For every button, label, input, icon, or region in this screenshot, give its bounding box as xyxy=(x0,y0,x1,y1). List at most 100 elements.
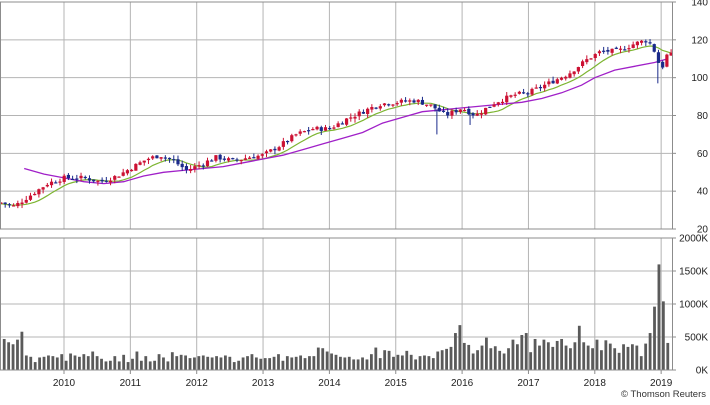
candle-up xyxy=(12,205,16,207)
candle-up xyxy=(492,104,496,107)
candle-up xyxy=(193,166,197,170)
volume-bar xyxy=(108,360,112,370)
volume-bar xyxy=(555,340,559,370)
candle-up xyxy=(28,195,33,200)
candle-up xyxy=(344,118,349,125)
volume-bar xyxy=(148,361,152,370)
candle-down xyxy=(661,61,665,68)
volume-bar xyxy=(551,346,555,370)
volume-bar xyxy=(666,342,670,370)
candle-up xyxy=(513,94,517,96)
candle-up xyxy=(429,104,433,106)
candle-up xyxy=(496,102,500,105)
volume-bar xyxy=(617,352,621,370)
volume-bar xyxy=(538,345,541,370)
volume-bar xyxy=(7,342,11,370)
volume-bar xyxy=(20,331,24,370)
volume-bar xyxy=(47,355,50,370)
candle-up xyxy=(58,181,62,183)
candle-down xyxy=(3,202,7,204)
volume-bar xyxy=(2,338,6,370)
candle-up xyxy=(505,95,509,103)
candle-up xyxy=(484,107,488,115)
volume-bar xyxy=(356,359,360,370)
volume-bar xyxy=(334,354,338,370)
candle-down xyxy=(467,108,471,115)
candle-up xyxy=(49,181,54,186)
price-tick-label: 100 xyxy=(691,73,708,84)
candle-up xyxy=(290,135,294,142)
volume-bar xyxy=(507,348,510,370)
candle-down xyxy=(75,178,79,180)
candle-down xyxy=(222,158,226,160)
candle-up xyxy=(121,172,125,176)
volume-bar xyxy=(657,264,661,370)
volume-bar xyxy=(16,339,19,370)
volume-bar xyxy=(126,362,130,370)
candle-down xyxy=(648,42,652,44)
volume-bar xyxy=(502,353,506,370)
year-label: 2019 xyxy=(650,378,673,389)
volume-bar xyxy=(33,362,37,370)
candle-up xyxy=(425,104,429,106)
volume-bar xyxy=(339,356,342,370)
credit-text: © Thomson Reuters xyxy=(621,389,706,400)
candle-up xyxy=(117,176,121,178)
volume-bar xyxy=(175,356,179,370)
volume-bar xyxy=(263,358,267,370)
volume-bar xyxy=(246,356,249,370)
year-label: 2011 xyxy=(120,378,142,389)
candle-up xyxy=(197,165,201,167)
volume-bar xyxy=(586,345,590,370)
volume-bar xyxy=(272,356,276,370)
year-label: 2010 xyxy=(53,378,76,389)
candle-up xyxy=(589,58,593,60)
price-tick-label: 60 xyxy=(697,149,709,160)
candle-down xyxy=(180,163,184,168)
year-label: 2012 xyxy=(186,378,209,389)
volume-bar xyxy=(294,356,298,370)
volume-tick-label: 1000K xyxy=(679,300,708,311)
candle-up xyxy=(378,106,382,109)
volume-bars xyxy=(2,264,670,370)
volume-bar xyxy=(661,301,665,370)
price-axis: 20 40 60 80 100 120 140 xyxy=(672,0,708,236)
candle-down xyxy=(71,178,75,181)
candle-down xyxy=(273,148,277,151)
candle-up xyxy=(665,54,669,67)
volume-bar xyxy=(369,354,373,370)
volume-bar xyxy=(653,306,656,370)
candle-up xyxy=(138,162,142,165)
candle-up xyxy=(41,187,45,190)
candle-down xyxy=(488,106,492,108)
volume-bar xyxy=(622,344,625,370)
candle-down xyxy=(446,112,450,116)
volume-bar xyxy=(454,333,457,370)
year-label: 2013 xyxy=(252,378,275,389)
volume-bar xyxy=(55,357,59,370)
candle-up xyxy=(353,116,357,119)
volume-bar xyxy=(193,357,196,370)
volume-bar xyxy=(321,348,325,370)
candle-down xyxy=(433,104,437,109)
volume-bar xyxy=(166,361,170,370)
volume-grid xyxy=(0,237,672,371)
candle-up xyxy=(543,84,547,89)
candle-down xyxy=(100,179,104,182)
candle-down xyxy=(340,123,344,125)
volume-bar xyxy=(365,359,369,370)
candle-down xyxy=(83,176,87,179)
volume-bar xyxy=(104,361,108,370)
volume-bar xyxy=(325,351,329,370)
volume-bar xyxy=(498,350,502,370)
volume-bar xyxy=(383,350,387,370)
candle-up xyxy=(597,51,602,54)
volume-bar xyxy=(139,360,143,370)
candle-down xyxy=(437,107,441,112)
candle-up xyxy=(576,67,580,72)
candle-up xyxy=(33,193,37,196)
candle-down xyxy=(307,130,311,132)
volume-bar xyxy=(511,339,515,370)
candle-down xyxy=(374,107,378,109)
